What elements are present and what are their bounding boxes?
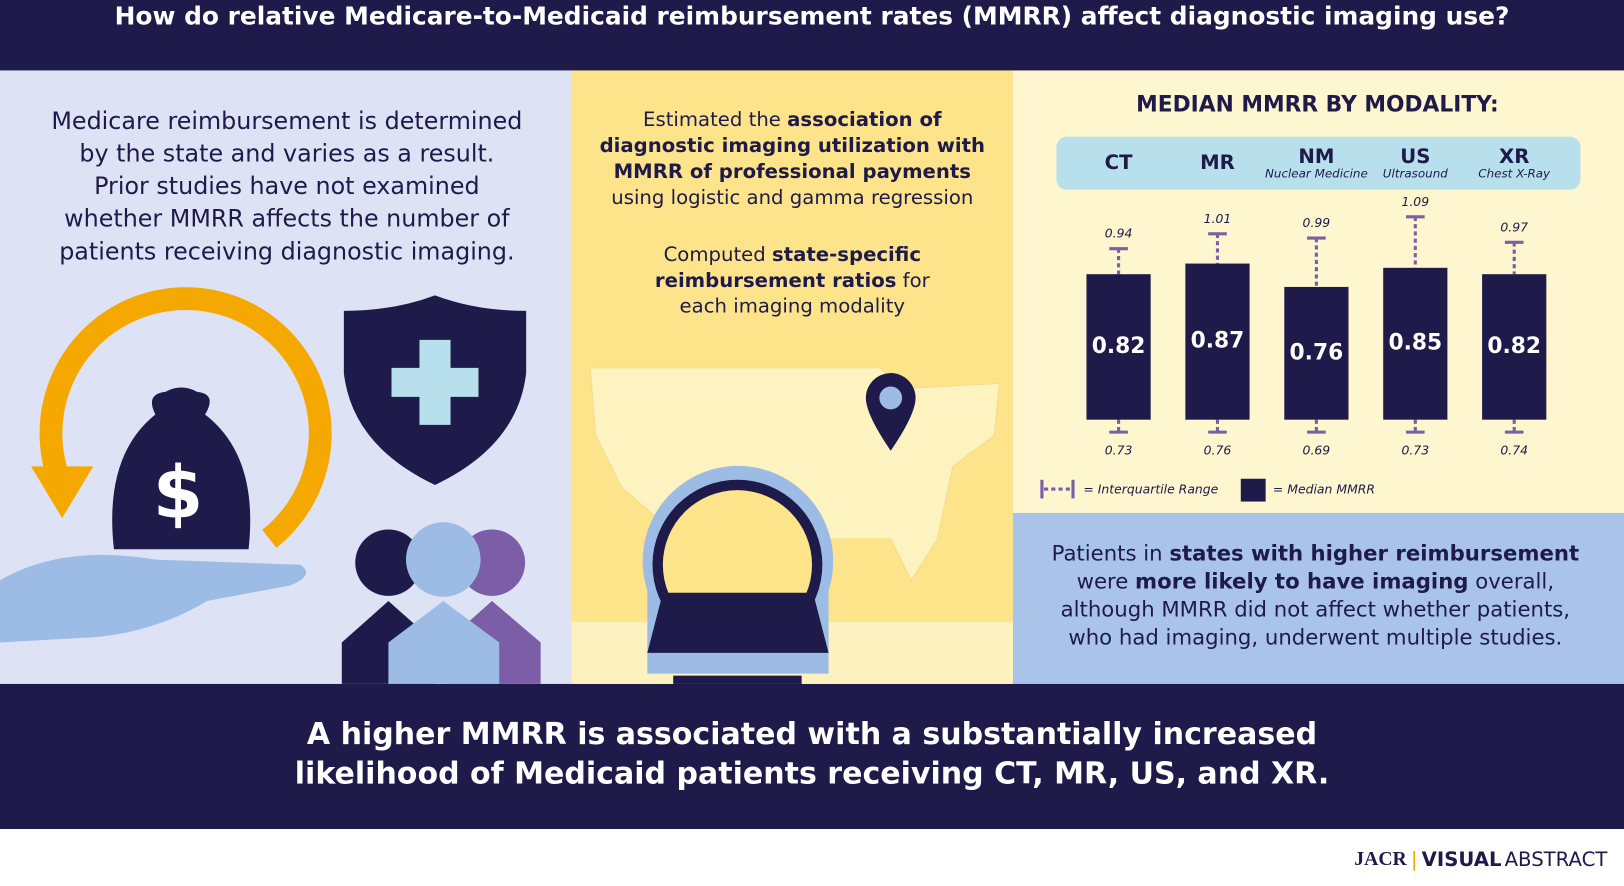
header-title: How do relative Medicare-to-Medicaid rei… xyxy=(115,2,1510,31)
scanner-bed xyxy=(647,592,829,653)
result-panel xyxy=(1012,512,1624,684)
legend-swatch xyxy=(1240,478,1266,502)
person-body xyxy=(388,601,500,684)
text-line: were more likely to have imaging overall… xyxy=(1077,569,1554,594)
text-run: diagnostic imaging utilization with xyxy=(600,134,985,157)
text-run: MMRR of professional payments xyxy=(614,160,971,183)
intro-line: Prior studies have not examined xyxy=(94,172,480,200)
category-label: NM xyxy=(1298,145,1334,168)
median-label: 0.76 xyxy=(1290,340,1344,365)
category-label: CT xyxy=(1105,151,1133,174)
q1-label: 0.69 xyxy=(1303,442,1331,457)
text-run: each imaging modality xyxy=(680,294,906,317)
legend-label: = Median MMRR xyxy=(1273,482,1375,497)
conclusion-band xyxy=(0,683,1624,830)
text-line: who had imaging, underwent multiple stud… xyxy=(1068,625,1562,650)
text-run: using logistic and gamma regression xyxy=(611,185,973,208)
median-label: 0.82 xyxy=(1092,334,1146,359)
intro-line: whether MMRR affects the number of xyxy=(64,205,510,233)
hand xyxy=(0,554,307,643)
q3-label: 0.94 xyxy=(1105,226,1133,241)
category-band xyxy=(1056,136,1581,190)
text-line: MMRR of professional payments xyxy=(614,160,971,183)
text-run: overall, xyxy=(1469,569,1555,594)
brand-bold: VISUAL xyxy=(1422,848,1502,871)
intro-line: Medicare reimbursement is determined xyxy=(51,107,522,135)
money-bag xyxy=(112,387,251,550)
person-head xyxy=(406,522,481,597)
brand-divider: | xyxy=(1411,848,1418,871)
q1-label: 0.74 xyxy=(1500,442,1528,457)
scanner-base xyxy=(673,675,802,684)
median-box xyxy=(1284,286,1349,420)
header-band xyxy=(0,0,1624,71)
text-line: Patients in states with higher reimburse… xyxy=(1052,541,1579,566)
text-run: Estimated the xyxy=(643,108,787,131)
conclusion-line: A higher MMRR is associated with a subst… xyxy=(307,717,1317,752)
person-head xyxy=(355,529,422,596)
pin-dot xyxy=(879,386,903,410)
q1-label: 0.73 xyxy=(1401,442,1429,457)
text-line: Estimated the association of xyxy=(643,108,942,131)
text-run: states with higher reimbursement xyxy=(1169,541,1579,566)
cross xyxy=(391,339,479,425)
median-box xyxy=(1086,274,1151,420)
cycle-arrow xyxy=(39,287,332,548)
text-run: Patients in xyxy=(1052,541,1170,566)
text-line: diagnostic imaging utilization with xyxy=(600,134,985,157)
text-line: although MMRR did not affect whether pat… xyxy=(1061,597,1570,622)
chart-title: MEDIAN MMRR BY MODALITY: xyxy=(1136,93,1499,118)
text-line: using logistic and gamma regression xyxy=(611,185,973,208)
median-box xyxy=(1482,274,1547,420)
text-run: who had imaging, underwent multiple stud… xyxy=(1068,625,1562,650)
q3-label: 1.09 xyxy=(1401,194,1429,209)
category-label: US xyxy=(1400,145,1430,168)
text-run: reimbursement ratios xyxy=(655,268,897,291)
text-run: Computed xyxy=(664,242,772,265)
median-box xyxy=(1383,267,1448,420)
text-run: were xyxy=(1077,569,1135,594)
intro-line: patients receiving diagnostic imaging. xyxy=(59,237,514,265)
median-box xyxy=(1185,263,1250,420)
category-subtitle: Chest X-Ray xyxy=(1478,167,1551,181)
brand: JACR | VISUAL ABSTRACT xyxy=(1354,848,1608,871)
median-label: 0.82 xyxy=(1487,334,1541,359)
category-label: MR xyxy=(1200,151,1235,174)
q3-label: 1.01 xyxy=(1204,211,1232,226)
text-run: association of xyxy=(787,108,942,131)
text-run: more likely to have imaging xyxy=(1135,569,1468,594)
q1-label: 0.73 xyxy=(1105,442,1133,457)
intro-line: by the state and varies as a result. xyxy=(79,139,494,167)
category-subtitle: Nuclear Medicine xyxy=(1265,167,1368,181)
brand-journal: JACR xyxy=(1354,848,1407,870)
conclusion-line: likelihood of Medicaid patients receivin… xyxy=(295,757,1329,792)
text-line: reimbursement ratios for xyxy=(655,268,931,291)
legend-label: = Interquartile Range xyxy=(1083,482,1218,497)
category-label: XR xyxy=(1499,145,1529,168)
dollar-icon: $ xyxy=(153,451,203,535)
q3-label: 0.97 xyxy=(1500,219,1528,234)
text-run: state-specific xyxy=(772,242,921,265)
brand-light: ABSTRACT xyxy=(1505,848,1609,871)
text-run: although MMRR did not affect whether pat… xyxy=(1061,597,1570,622)
median-label: 0.85 xyxy=(1388,331,1442,356)
text-run: for xyxy=(896,268,930,291)
location-pin xyxy=(865,373,916,451)
q3-label: 0.99 xyxy=(1303,215,1331,230)
text-line: each imaging modality xyxy=(680,294,906,317)
category-subtitle: Ultrasound xyxy=(1383,167,1448,181)
q1-label: 0.76 xyxy=(1204,442,1232,457)
arrow-head xyxy=(31,466,94,519)
text-line: Computed state-specific xyxy=(664,242,921,265)
median-label: 0.87 xyxy=(1191,329,1245,354)
